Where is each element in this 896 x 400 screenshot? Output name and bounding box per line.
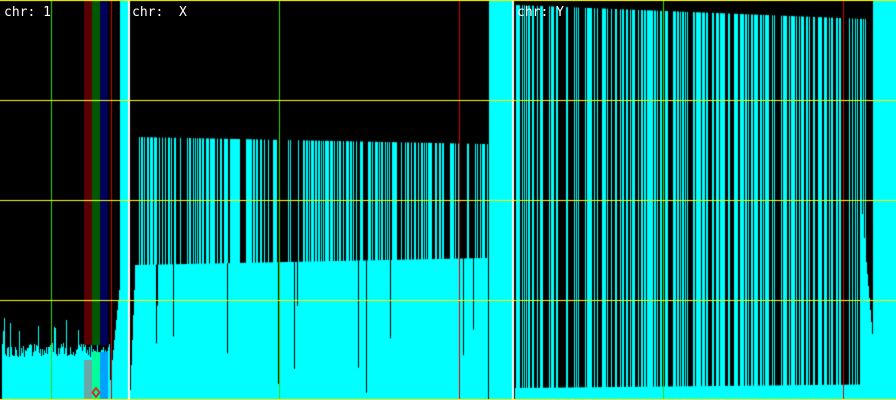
panel-label-chr1: chr: 1 (4, 5, 51, 20)
panel-label-chrX: chr: X (132, 5, 187, 20)
panel-label-chrY: chr: Y (517, 5, 564, 20)
